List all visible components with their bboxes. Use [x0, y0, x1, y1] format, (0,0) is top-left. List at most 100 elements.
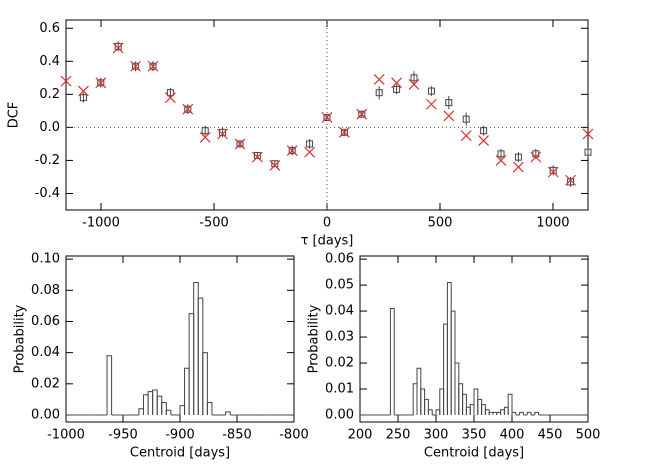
cross-point: [356, 108, 368, 120]
histogram-bar: [197, 297, 204, 415]
x-tick-label: 450: [538, 428, 563, 443]
square-point: [497, 150, 505, 158]
histogram-bar: [424, 398, 429, 415]
cross-point: [512, 161, 524, 173]
cross-point: [478, 135, 490, 147]
histogram-bar: [511, 411, 517, 415]
y-tick-label: 0.06: [31, 314, 60, 329]
square-point: [288, 147, 296, 155]
cross-point: [182, 103, 194, 115]
cross-point: [338, 126, 350, 138]
histogram-bar: [143, 394, 149, 415]
y-tick-label: 0.03: [325, 330, 354, 345]
cross-point: [425, 98, 437, 110]
y-tick-label: 0.08: [31, 283, 60, 298]
y-tick-label: 0.05: [325, 278, 354, 293]
cross-point: [130, 60, 142, 72]
x-tick-label: 500: [576, 428, 601, 443]
y-tick-label: 0.01: [325, 382, 354, 397]
histogram-bar: [469, 404, 475, 415]
histogram-bar: [165, 409, 172, 415]
square-point: [427, 87, 435, 95]
histogram-bar: [443, 323, 448, 415]
square-point: [514, 153, 522, 161]
square-point: [132, 62, 140, 70]
square-point: [323, 113, 331, 121]
y-axis-label: DCF: [7, 102, 22, 129]
x-tick-label: 200: [348, 428, 373, 443]
histogram-bar: [147, 391, 154, 415]
histogram-bar: [507, 393, 513, 415]
square-point: [462, 115, 470, 123]
y-tick-label: 0.0: [39, 120, 60, 135]
square-point: [584, 148, 592, 156]
square-point: [253, 151, 261, 159]
histogram-bar: [496, 411, 502, 415]
x-axis-label: Centroid [days]: [424, 446, 524, 461]
y-tick-label: 0.2: [39, 87, 60, 102]
histogram-bar: [481, 404, 486, 415]
cross-point: [234, 138, 246, 150]
histogram-bar: [465, 406, 471, 415]
y-tick-label: 0.04: [325, 304, 354, 319]
square-point: [201, 127, 209, 135]
histogram-bar: [193, 281, 199, 415]
y-tick-label: 0.00: [31, 407, 60, 422]
y-tick-label: -0.4: [35, 186, 60, 201]
cross-point: [199, 131, 211, 143]
histogram-bar: [412, 383, 418, 415]
y-tick-label: 0.02: [325, 356, 354, 371]
square-point: [184, 105, 192, 113]
histogram-bar: [106, 355, 113, 415]
cross-point: [321, 112, 333, 123]
histogram-bar: [202, 352, 208, 415]
x-tick-label: -950: [108, 428, 138, 443]
histogram-bar: [225, 411, 231, 415]
cross-point: [495, 155, 507, 166]
cross-point: [217, 128, 229, 140]
histogram-bar: [435, 409, 441, 415]
cross-point: [269, 159, 281, 171]
x-tick-label: 500: [428, 216, 453, 231]
square-point: [219, 128, 227, 136]
histogram-bar: [138, 408, 145, 415]
histogram-bar: [488, 411, 494, 415]
histogram-bar: [484, 409, 490, 415]
square-point: [97, 79, 105, 87]
x-tick-label: 350: [462, 428, 487, 443]
x-axis-label: Centroid [days]: [130, 446, 230, 461]
cross-point: [112, 42, 124, 54]
square-point: [480, 127, 488, 135]
square-point: [271, 160, 279, 168]
y-tick-label: 0.04: [31, 345, 60, 360]
histogram-bar: [503, 406, 509, 415]
square-point: [79, 94, 87, 102]
histogram-bar: [492, 411, 498, 415]
cross-point: [77, 85, 89, 97]
histogram-bar: [534, 411, 540, 415]
square-point: [149, 62, 157, 70]
histogram-bar: [462, 393, 467, 415]
y-tick-label: 0.10: [31, 252, 60, 267]
x-tick-label: -850: [222, 428, 252, 443]
cross-point: [547, 166, 559, 178]
cross-point: [460, 130, 472, 142]
square-point: [306, 140, 314, 148]
cross-point: [286, 145, 298, 156]
square-point: [393, 85, 401, 93]
x-tick-label: -900: [165, 428, 195, 443]
histogram-bar: [416, 367, 422, 415]
histogram-bar: [450, 310, 456, 415]
histogram-bar: [439, 388, 445, 415]
histogram-bar: [427, 409, 433, 415]
square-point: [567, 178, 575, 186]
x-axis-label: τ [days]: [301, 234, 354, 249]
x-tick-label: -500: [199, 216, 229, 231]
y-tick-label: 0.00: [325, 407, 354, 422]
histogram-bar: [152, 389, 158, 415]
plot-frame: [65, 255, 295, 423]
histogram-bar: [458, 383, 464, 415]
x-tick-label: 400: [500, 428, 525, 443]
square-point: [410, 74, 418, 82]
